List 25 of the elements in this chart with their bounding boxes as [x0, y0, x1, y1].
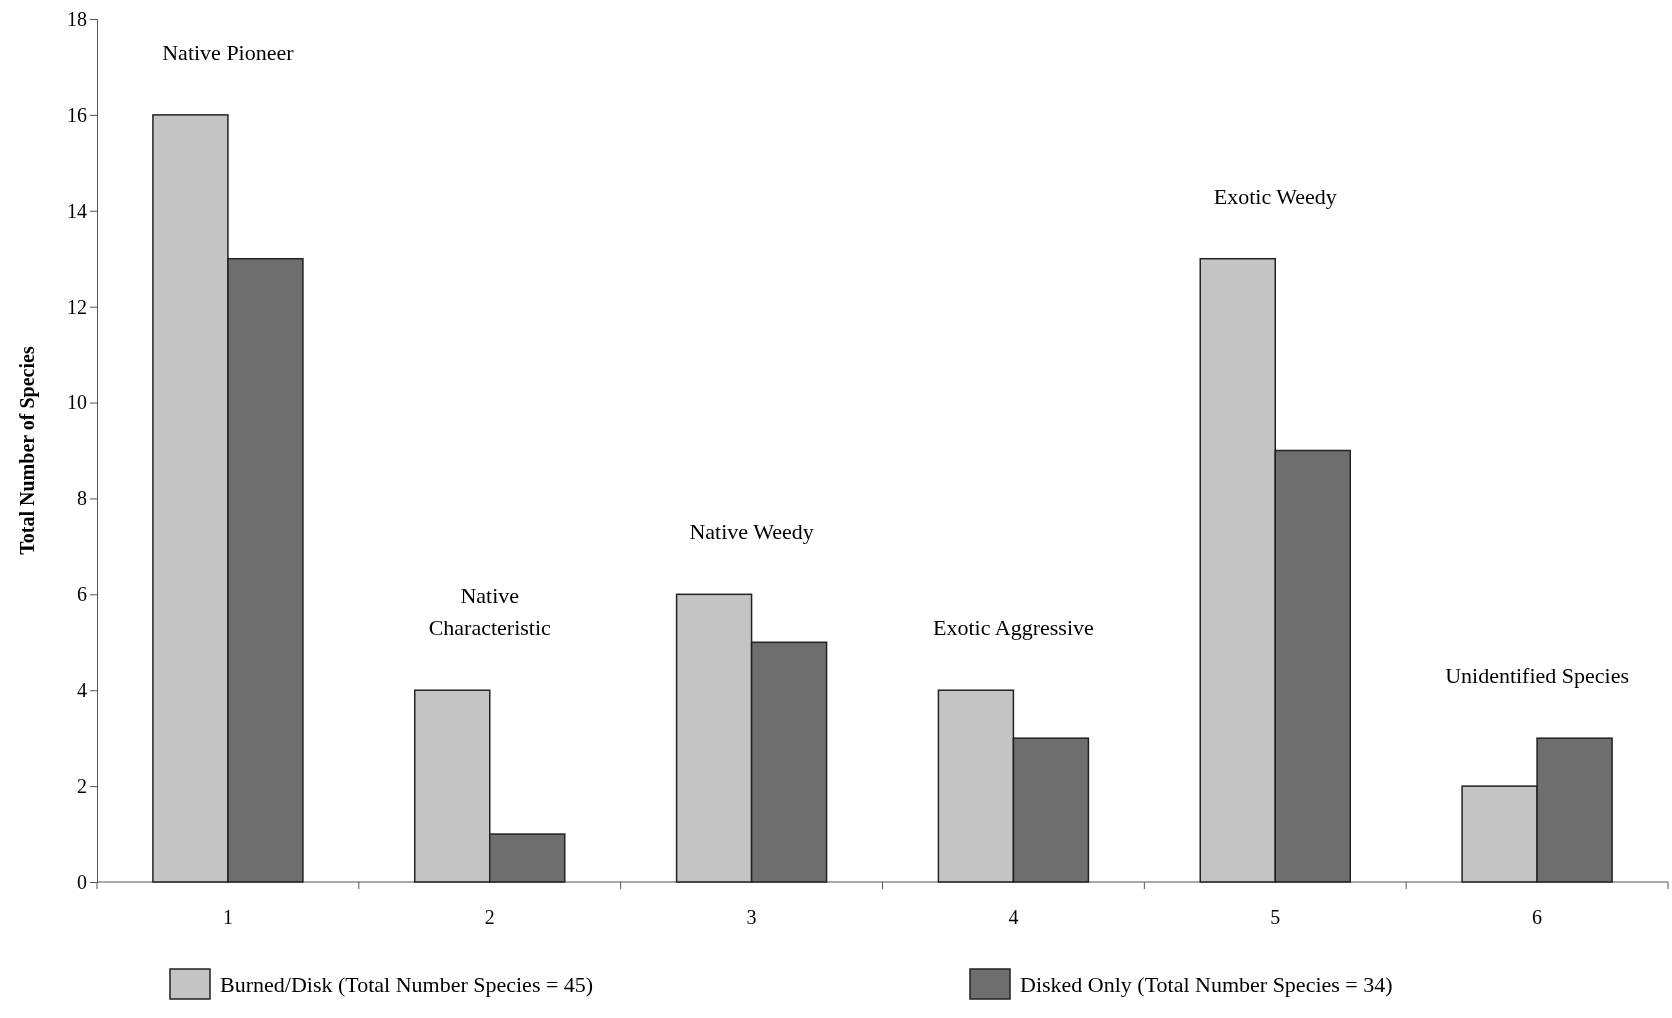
x-tick-label: 4	[1008, 906, 1019, 928]
y-tick-label: 4	[77, 679, 87, 702]
annotation: Exotic Weedy	[1213, 183, 1337, 209]
legend-label: Disked Only (Total Number Species = 34)	[1020, 972, 1393, 997]
x-tick-label: 3	[746, 906, 757, 928]
y-tick-label: 18	[67, 7, 87, 30]
x-tick-label: 2	[484, 906, 495, 928]
legend-label: Burned/Disk (Total Number Species = 45)	[220, 972, 594, 997]
y-tick-label: 8	[77, 487, 87, 510]
y-tick-label: 10	[67, 391, 87, 414]
annotation: Native Pioneer	[162, 39, 295, 65]
annotation: Native Weedy	[689, 519, 814, 545]
y-axis-title: Total Number of Species	[16, 346, 39, 555]
y-tick-label: 14	[67, 199, 87, 222]
annotation: Exotic Aggressive	[933, 615, 1094, 641]
annotation: Unidentified Species	[1445, 663, 1630, 689]
annotation: Native Characteristic	[428, 583, 552, 641]
y-tick-label: 6	[77, 583, 87, 606]
y-tick-label: 0	[77, 870, 87, 893]
y-tick-label: 12	[67, 295, 87, 318]
x-tick-label: 5	[1270, 906, 1281, 928]
y-tick-label: 2	[77, 775, 87, 798]
x-tick-label: 1	[222, 906, 233, 928]
x-tick-label: 6	[1532, 906, 1543, 928]
y-tick-label: 16	[67, 103, 87, 126]
